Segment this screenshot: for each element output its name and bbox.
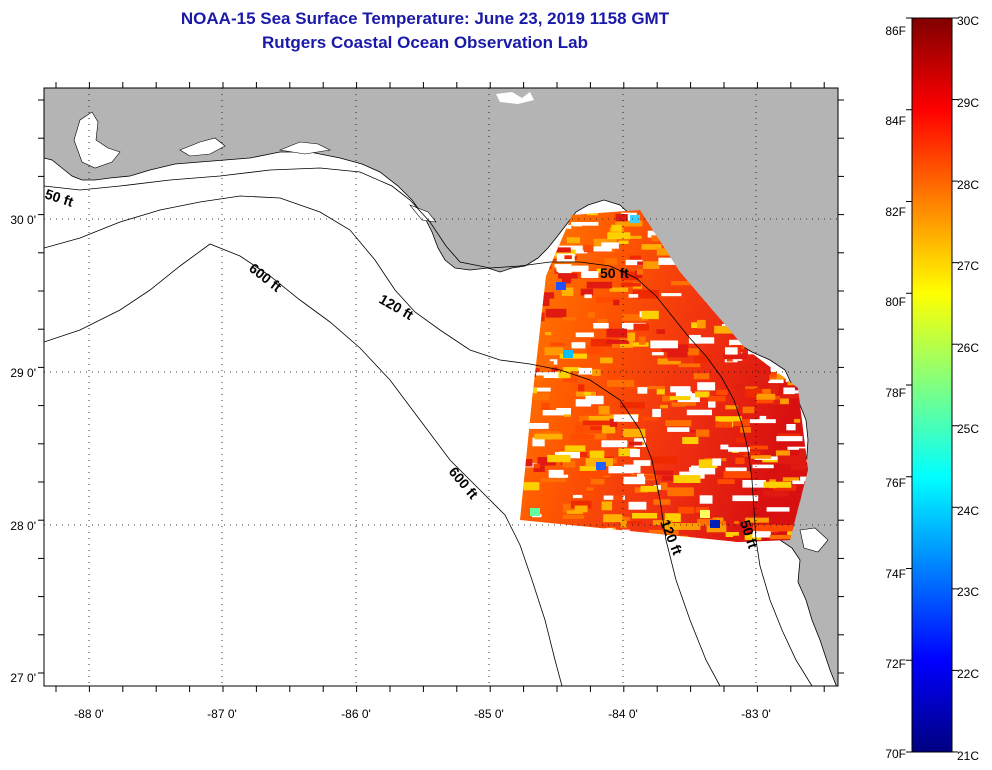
contour-50ft — [44, 167, 813, 686]
cb-label-84f: 84F — [885, 114, 906, 128]
lon-label-85: -85 0' — [474, 707, 504, 721]
lon-label-84: -84 0' — [608, 707, 638, 721]
cb-label-70f: 70F — [885, 747, 906, 761]
lat-label-27: 27 0' — [10, 671, 36, 685]
cb-label-86f: 86F — [885, 24, 906, 38]
lat-label-29: 29 0' — [10, 366, 36, 380]
contour-120ft — [44, 195, 721, 686]
depth-label-50ft-bigbend: 50 ft — [600, 265, 629, 281]
colorbar-ticks — [906, 17, 958, 753]
cb-label-21c: 21C — [957, 749, 979, 763]
inland-lake — [496, 92, 534, 104]
lon-label-83: -83 0' — [741, 707, 771, 721]
lon-label-88: -88 0' — [74, 707, 104, 721]
cb-label-82f: 82F — [885, 205, 906, 219]
cb-label-80f: 80F — [885, 295, 906, 309]
tampa-bay — [799, 527, 829, 553]
cb-label-23c: 23C — [957, 585, 979, 599]
cb-label-24c: 24C — [957, 504, 979, 518]
lat-label-28: 28 0' — [10, 519, 36, 533]
lat-label-30: 30 0' — [10, 213, 36, 227]
cb-label-28c: 28C — [957, 178, 979, 192]
choctawhatchee-bay — [278, 141, 331, 155]
map-subtitle: Rutgers Coastal Ocean Observation Lab — [262, 33, 588, 52]
colorbar-fahrenheit-labels: 86F 84F 82F 80F 78F 76F 74F 72F 70F — [885, 24, 906, 761]
contour-600ft — [44, 243, 563, 686]
colorbar-celsius-labels: 30C 29C 28C 27C 26C 25C 24C 23C 22C 21C — [957, 14, 979, 763]
cb-label-78f: 78F — [885, 386, 906, 400]
map-frame — [43, 87, 839, 687]
cb-label-30c: 30C — [957, 14, 979, 28]
lon-label-87: -87 0' — [207, 707, 237, 721]
cb-label-22c: 22C — [957, 667, 979, 681]
mobile-bay — [73, 111, 121, 169]
map-title: NOAA-15 Sea Surface Temperature: June 23… — [180, 9, 670, 28]
cb-label-72f: 72F — [885, 657, 906, 671]
colorbar — [911, 17, 953, 753]
cb-label-76f: 76F — [885, 476, 906, 490]
cb-label-26c: 26C — [957, 341, 979, 355]
lon-label-86: -86 0' — [341, 707, 371, 721]
pensacola-bay — [179, 137, 226, 157]
st-joseph-bay — [409, 204, 437, 223]
cb-label-74f: 74F — [885, 567, 906, 581]
cb-label-27c: 27C — [957, 259, 979, 273]
axis-ticks — [38, 82, 844, 692]
cb-label-29c: 29C — [957, 96, 979, 110]
cb-label-25c: 25C — [957, 422, 979, 436]
graticule — [44, 88, 838, 686]
